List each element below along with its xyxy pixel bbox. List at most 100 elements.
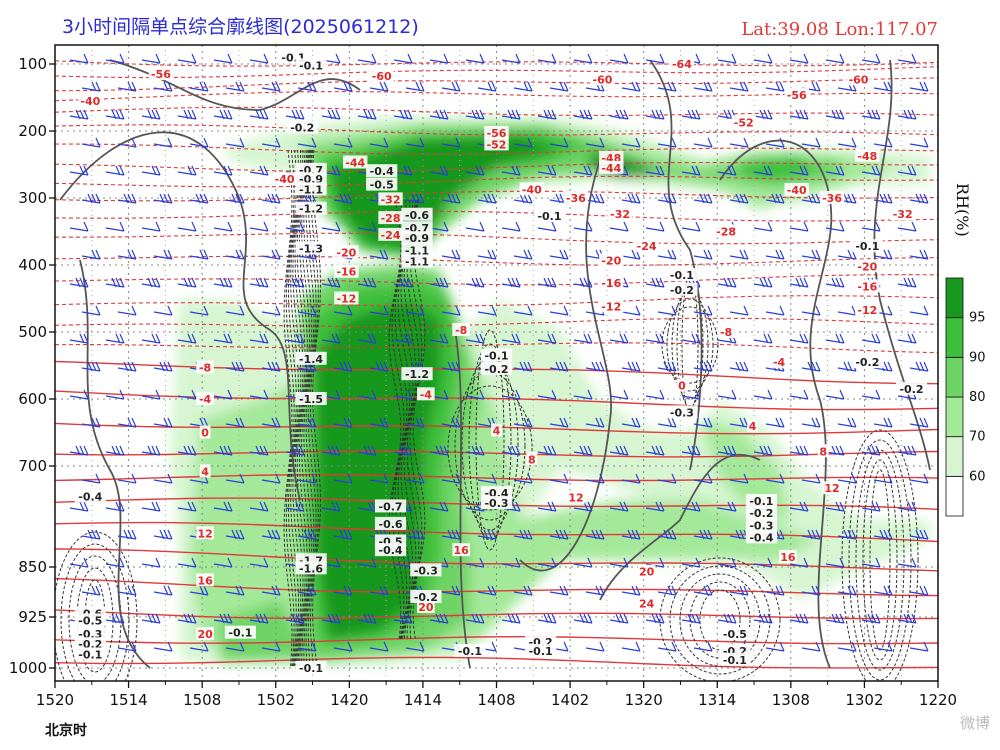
wind-barb	[297, 81, 317, 92]
wind-barb	[501, 613, 521, 624]
wind-barb	[537, 109, 557, 120]
vv-label-bg	[374, 543, 407, 557]
wind-barb	[465, 557, 485, 568]
wind-barb	[837, 473, 857, 484]
wind-barb	[681, 613, 701, 624]
wind-barb	[69, 165, 89, 176]
wind-barb	[261, 585, 281, 596]
wind-barb	[393, 389, 413, 400]
temp-label-bg	[196, 627, 214, 640]
wind-barb	[645, 109, 665, 120]
wind-barb	[897, 557, 917, 568]
wind-barb	[213, 445, 233, 456]
vv-contour-neg	[296, 149, 306, 667]
temperature-labels: -56 -60 -60-64-60-56-52-56-52-44 -48-44-48-…	[78, 57, 915, 641]
wind-barb	[501, 333, 521, 344]
wind-barb	[225, 361, 245, 372]
wind-barb	[105, 53, 125, 64]
wind-barb	[369, 305, 389, 316]
wind-barb	[753, 109, 773, 120]
wind-barb	[537, 613, 557, 624]
x-tick-label: 1508	[183, 691, 221, 709]
colorbar-swatch	[945, 356, 964, 398]
isotherm-line	[55, 210, 938, 222]
wind-barb	[153, 529, 173, 540]
vertical-velocity-label: -1.2	[299, 203, 323, 216]
temperature-label: -4	[199, 393, 212, 406]
wind-barb	[105, 445, 125, 456]
wind-barb	[645, 221, 665, 232]
vv-contour-neg	[305, 149, 315, 667]
wind-barb	[153, 81, 173, 92]
temperature-label: 24	[639, 598, 655, 611]
wind-barb	[333, 529, 353, 540]
wind-barb	[465, 333, 485, 344]
vv-contour-neg	[468, 343, 512, 541]
wind-barb	[321, 221, 341, 232]
wind-barb	[765, 585, 785, 596]
temperature-label: -28	[381, 212, 401, 225]
wind-barb	[789, 277, 809, 288]
wind-barb	[261, 81, 281, 92]
wind-barb	[585, 137, 605, 148]
wind-barb	[357, 109, 377, 120]
wind-barb	[657, 473, 677, 484]
temperature-label: 8	[819, 445, 827, 458]
x-axis-label: 北京时	[45, 722, 87, 739]
wind-barb	[549, 137, 569, 148]
vv-contour-neg	[447, 385, 533, 511]
vv-label-bg	[366, 164, 398, 178]
wind-barb	[441, 361, 461, 372]
wind-barb	[321, 501, 341, 512]
vertical-velocity-label: -0.2	[290, 122, 314, 135]
wind-barb	[333, 417, 353, 428]
wind-barb	[69, 501, 89, 512]
vv-contour-neg	[307, 149, 317, 667]
wind-barb	[333, 193, 353, 204]
wind-barb	[333, 473, 353, 484]
wind-barb	[573, 445, 593, 456]
vertical-velocity-label: -0.4	[370, 165, 394, 178]
wind-barb	[69, 333, 89, 344]
wind-barb	[549, 473, 569, 484]
rh-shading	[170, 118, 930, 666]
wind-barb	[405, 137, 425, 148]
wind-barb	[681, 333, 701, 344]
vv-contour-neg	[292, 149, 302, 667]
temperature-label: 4	[749, 420, 757, 433]
vertical-velocity-label: -0.6	[379, 518, 403, 531]
wind-barb	[585, 641, 605, 652]
vv-label-bg	[533, 209, 566, 223]
colorbar-tick: 60	[969, 469, 986, 484]
wind-barb	[897, 277, 917, 288]
wind-barb	[81, 81, 101, 92]
wind-barb	[321, 333, 341, 344]
wind-barb	[621, 641, 641, 652]
wind-barb	[681, 165, 701, 176]
wind-barb	[825, 389, 845, 400]
wind-barb	[717, 53, 737, 64]
vv-label-bg	[401, 367, 433, 381]
vertical-velocity-label: -0.1	[723, 654, 747, 667]
wind-barb	[513, 361, 533, 372]
colorbar-tick: 90	[969, 350, 986, 365]
vv-label-bg	[295, 351, 327, 365]
wind-barb	[429, 165, 449, 176]
wind-barb	[297, 641, 317, 652]
wind-barb	[153, 473, 173, 484]
wind-barb	[213, 277, 233, 288]
vertical-velocity-label: -0.1	[749, 495, 773, 508]
wind-barb	[153, 193, 173, 204]
temp-label-bg	[819, 191, 845, 204]
wind-barb	[393, 333, 413, 344]
wind-barb	[825, 445, 845, 456]
wind-barb	[117, 641, 137, 652]
y-tick-label: 1000	[9, 659, 47, 677]
colorbar-tick: 95	[969, 311, 986, 326]
wind-barb	[333, 81, 353, 92]
vv-zero-contour	[873, 59, 931, 471]
wind-barb	[909, 473, 929, 484]
wind-barb	[285, 613, 305, 624]
wind-barb	[825, 221, 845, 232]
wind-barb	[861, 53, 881, 64]
